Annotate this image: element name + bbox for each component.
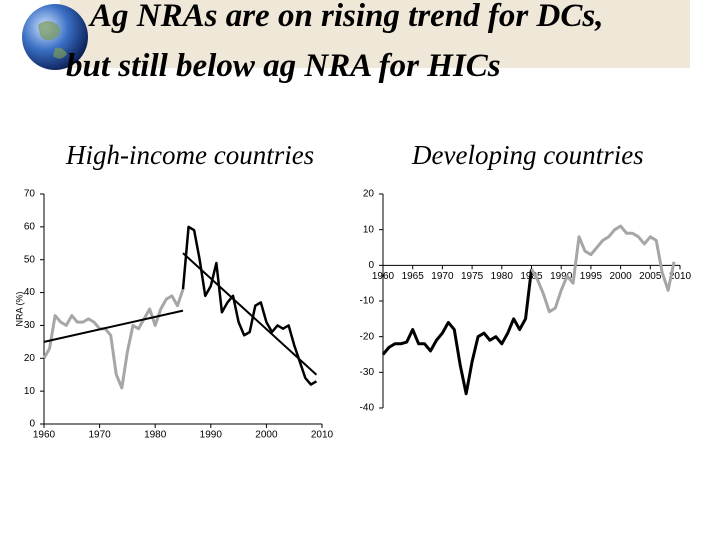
y-tick-label: 70 <box>24 189 36 200</box>
x-tick-label: 2000 <box>255 430 278 441</box>
series-line <box>43 309 184 343</box>
x-tick-label: 2000 <box>609 271 632 282</box>
y-tick-label: 50 <box>24 254 36 265</box>
chart-heading: Developing countries <box>411 140 644 170</box>
y-tick-label: 20 <box>24 353 36 364</box>
x-tick-label: 1990 <box>550 271 573 282</box>
title-line: Ag NRAs are on rising trend for DCs, <box>88 0 603 34</box>
x-tick-label: 2005 <box>639 271 662 282</box>
series-line <box>181 225 318 386</box>
series-line <box>182 252 318 376</box>
y-tick-label: 40 <box>24 287 36 298</box>
x-tick-label: 1980 <box>144 430 167 441</box>
x-tick-label: 1970 <box>88 430 111 441</box>
map-banner <box>60 0 690 68</box>
x-tick-label: 1965 <box>402 271 425 282</box>
y-tick-label: -30 <box>360 367 375 378</box>
y-tick-label: 60 <box>24 221 36 232</box>
x-tick-label: 2010 <box>669 271 692 282</box>
series-line <box>42 288 185 390</box>
x-tick-label: 1970 <box>431 271 454 282</box>
series-line <box>530 224 676 314</box>
y-tick-label: 30 <box>24 320 36 331</box>
series-line <box>381 268 533 396</box>
y-tick-label: 0 <box>29 419 35 430</box>
x-tick-label: 1960 <box>372 271 395 282</box>
x-tick-label: 1990 <box>200 430 223 441</box>
y-tick-label: 10 <box>363 224 375 235</box>
x-tick-label: 1980 <box>491 271 514 282</box>
title-line: but still below ag NRA for HICs <box>66 48 501 84</box>
y-axis-label: NRA (%) <box>14 291 24 326</box>
y-tick-label: -20 <box>360 331 375 342</box>
y-tick-label: 20 <box>363 189 375 200</box>
globe-land <box>38 21 67 59</box>
y-tick-label: -40 <box>360 403 375 414</box>
x-tick-label: 1960 <box>33 430 56 441</box>
x-tick-label: 1975 <box>461 271 484 282</box>
y-tick-label: 0 <box>368 260 374 271</box>
y-tick-label: -10 <box>360 296 375 307</box>
x-tick-label: 1995 <box>580 271 603 282</box>
y-tick-label: 10 <box>24 386 36 397</box>
x-tick-label: 2010 <box>311 430 334 441</box>
chart-heading: High-income countries <box>65 140 314 170</box>
